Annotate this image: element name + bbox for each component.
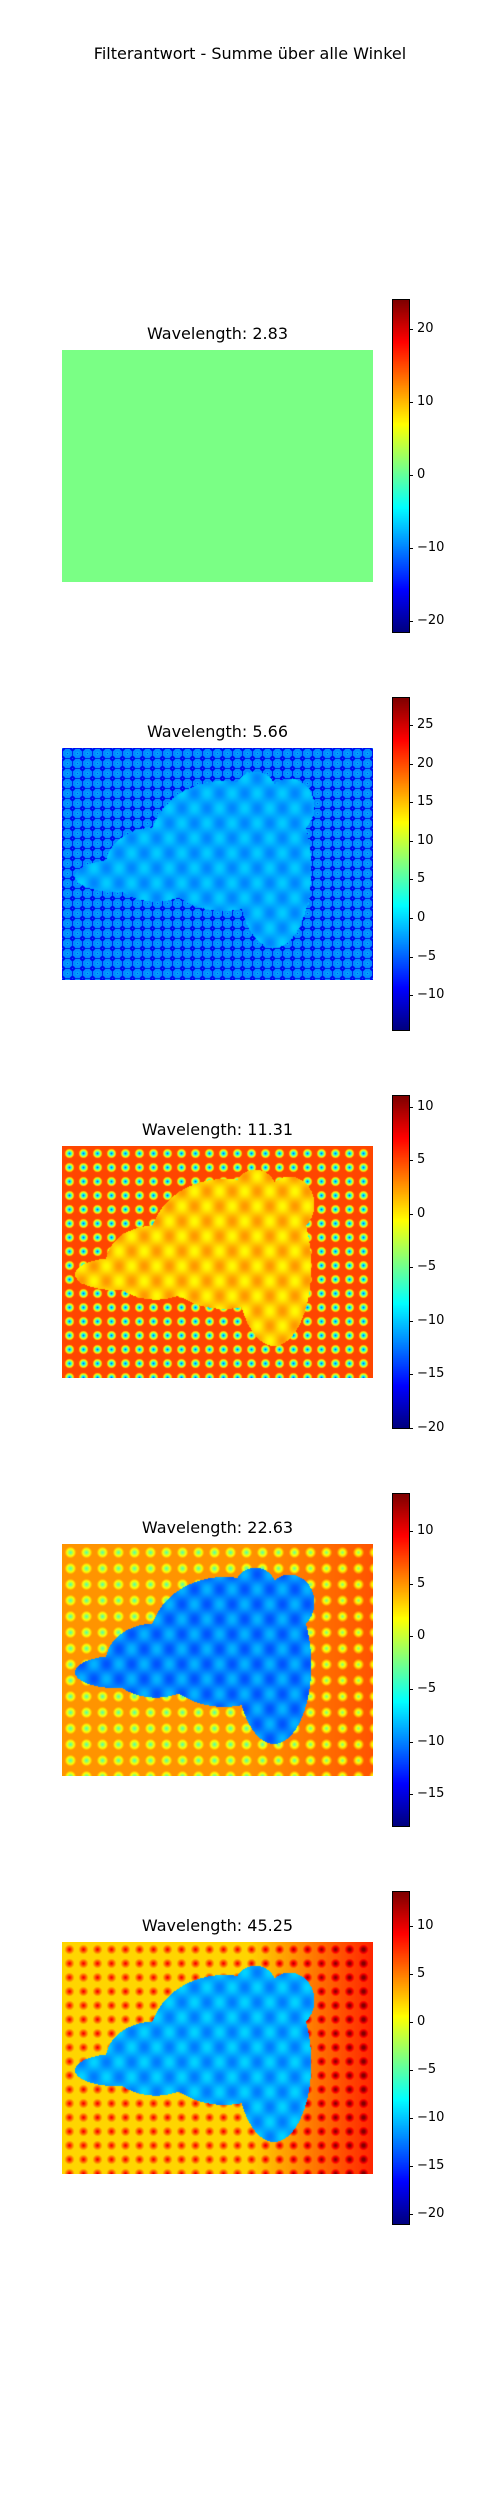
colorbar-tick-label: −10 — [417, 540, 445, 556]
colorbar-tick-label: −20 — [417, 2206, 445, 2222]
colorbar-tick-label: 0 — [417, 910, 426, 926]
colorbar-tick-label: 15 — [417, 794, 434, 810]
colorbar-tick-label: 5 — [417, 1152, 426, 1168]
colorbar — [392, 299, 410, 633]
subplot-3: Wavelength: 11.31 10 5 0 −5 −10 −15 −20 — [0, 1095, 500, 1436]
colorbar — [392, 1493, 410, 1827]
heatmap-image — [62, 1146, 373, 1378]
colorbar-tick-label: −10 — [417, 1733, 445, 1749]
colorbar-tick-label: 10 — [417, 1522, 434, 1538]
colorbar-ticks: 10 5 0 −5 −10 −15 — [409, 1494, 469, 1826]
heatmap-image — [62, 748, 373, 980]
colorbar-tick-label: 0 — [417, 2013, 426, 2029]
colorbar — [392, 1095, 410, 1429]
subplot-4: Wavelength: 22.63 10 5 0 −5 −10 −15 — [0, 1493, 500, 1834]
subplot-title: Wavelength: 2.83 — [146, 324, 288, 343]
figure-title: Filterantwort - Summe über alle Winkel — [93, 44, 407, 63]
colorbar — [392, 1891, 410, 2225]
subplot-title: Wavelength: 22.63 — [141, 1518, 294, 1537]
subplot-2: Wavelength: 5.66 25 20 15 10 5 0 −5 −10 — [0, 697, 500, 1038]
heatmap-image — [62, 1544, 373, 1776]
heatmap-image — [62, 350, 373, 582]
colorbar-tick-label: 5 — [417, 871, 426, 887]
subplot-1: Wavelength: 2.83 20 10 0 −10 −20 — [0, 299, 500, 640]
colorbar-tick-label: −10 — [417, 2110, 445, 2126]
colorbar-tick-label: 0 — [417, 467, 426, 483]
colorbar-tick-label: −5 — [417, 948, 437, 964]
colorbar-tick-label: −10 — [417, 987, 445, 1003]
colorbar-tick-label: −15 — [417, 1366, 445, 1382]
colorbar-ticks: 20 10 0 −10 −20 — [409, 300, 469, 632]
subplot-title: Wavelength: 11.31 — [141, 1120, 294, 1139]
colorbar-tick-label: 10 — [417, 832, 434, 848]
colorbar-tick-label: −5 — [417, 1680, 437, 1696]
colorbar-tick-label: 25 — [417, 717, 434, 733]
colorbar-tick-label: −15 — [417, 1786, 445, 1802]
colorbar-tick-label: −5 — [417, 2062, 437, 2078]
subplot-title: Wavelength: 5.66 — [146, 722, 288, 741]
colorbar — [392, 697, 410, 1031]
colorbar-tick-label: 10 — [417, 1917, 434, 1933]
colorbar-tick-label: 5 — [417, 1575, 426, 1591]
colorbar-tick-label: −20 — [417, 613, 445, 629]
colorbar-tick-label: 20 — [417, 321, 434, 337]
colorbar-tick-label: −5 — [417, 1259, 437, 1275]
colorbar-tick-label: 10 — [417, 1098, 434, 1114]
heatmap-image — [62, 1942, 373, 2174]
colorbar-tick-label: −20 — [417, 1420, 445, 1435]
colorbar-tick-label: 0 — [417, 1628, 426, 1644]
colorbar-tick-label: 5 — [417, 1965, 426, 1981]
colorbar-tick-label: 10 — [417, 394, 434, 410]
colorbar-ticks: 10 5 0 −5 −10 −15 −20 — [409, 1096, 469, 1435]
subplot-title: Wavelength: 45.25 — [141, 1916, 294, 1935]
colorbar-tick-label: −10 — [417, 1312, 445, 1328]
colorbar-ticks: 10 5 0 −5 −10 −15 −20 — [409, 1892, 469, 2224]
colorbar-tick-label: 20 — [417, 755, 434, 771]
colorbar-tick-label: −15 — [417, 2158, 445, 2174]
colorbar-ticks: 25 20 15 10 5 0 −5 −10 — [409, 698, 469, 1030]
subplot-5: Wavelength: 45.25 10 5 0 −5 −10 −15 −20 — [0, 1891, 500, 2232]
colorbar-tick-label: 0 — [417, 1205, 426, 1221]
